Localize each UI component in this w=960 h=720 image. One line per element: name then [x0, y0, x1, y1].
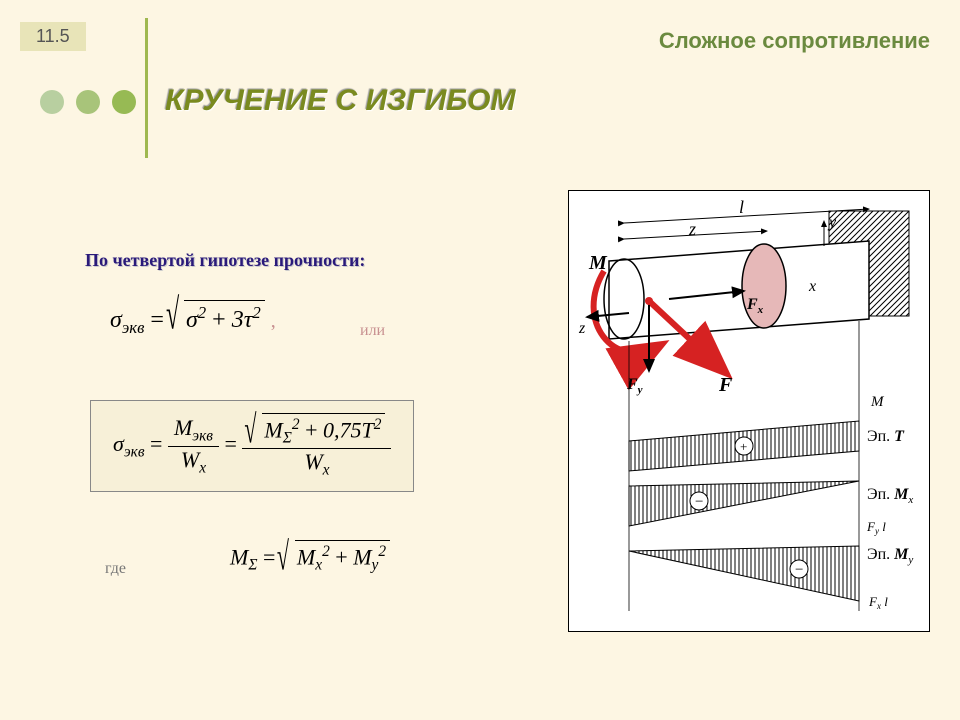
- coef: 0,75: [323, 417, 362, 442]
- plus-sign: +: [740, 439, 747, 454]
- label-epT: Эп. T: [867, 428, 905, 445]
- M: M: [230, 544, 248, 569]
- label-Mtop: M: [870, 394, 885, 410]
- label-epMy: Эп. My: [867, 546, 913, 566]
- formula-sigma-ekv-1: σэкв = σ2 + 3τ2 ,: [110, 300, 276, 338]
- dot-icon: [76, 90, 100, 114]
- sub-sigma: Σ: [248, 557, 257, 574]
- exp: 2: [322, 543, 330, 560]
- sigma-term: σ: [186, 307, 198, 333]
- label-Fxl: Fx l: [868, 594, 888, 611]
- dot-icon: [112, 90, 136, 114]
- label-F: F: [718, 374, 733, 396]
- sub-x: x: [323, 461, 330, 478]
- sigma-symbol: σ: [110, 307, 122, 333]
- minus-sign2: −: [795, 562, 803, 578]
- label-Fyl: Fy l: [866, 519, 886, 536]
- M: M: [353, 544, 371, 569]
- tau-term: 3τ: [232, 307, 253, 333]
- minus-sign: −: [695, 494, 703, 510]
- label-x: x: [808, 278, 816, 295]
- decorative-dots: [40, 90, 144, 119]
- label-M: M: [588, 252, 608, 274]
- where-label: где: [105, 560, 126, 578]
- formula-box-main: σэкв = Mэкв Wx = MΣ2 + 0,75T2 Wx: [90, 400, 414, 492]
- or-label: или: [360, 322, 385, 340]
- exp: 2: [292, 416, 300, 433]
- sub-ekv: экв: [124, 444, 145, 461]
- page-number: 11.5: [20, 22, 86, 51]
- T: T: [361, 417, 373, 442]
- sub-sigma: Σ: [283, 430, 292, 447]
- M: M: [297, 544, 315, 569]
- M: M: [174, 415, 192, 440]
- label-l: l: [739, 197, 744, 217]
- sigma-symbol: σ: [113, 431, 124, 456]
- label-epMx: Эп. Mx: [867, 486, 913, 506]
- sub: экв: [192, 428, 213, 445]
- subheading: По четвертой гипотезе прочности:: [85, 250, 365, 271]
- exp: 2: [252, 303, 260, 322]
- W: W: [181, 447, 199, 472]
- W: W: [304, 449, 322, 474]
- sub-x: x: [199, 459, 206, 476]
- formula-M-sigma: MΣ = Mx2 + My2: [230, 540, 390, 575]
- exp: 2: [198, 303, 206, 322]
- dot-icon: [40, 90, 64, 114]
- header-category: Сложное сопротивление: [659, 28, 930, 54]
- label-z: z: [688, 219, 696, 239]
- label-z2: z: [578, 320, 586, 337]
- mechanics-diagram: l z y M F Fx x Fy z M + Эп. T − Эп. Mx F…: [568, 190, 930, 632]
- exp: 2: [374, 416, 382, 433]
- M: M: [264, 417, 282, 442]
- slide-title: КРУЧЕНИЕ С ИЗГИБОМ: [165, 84, 515, 118]
- vertical-divider: [145, 18, 148, 158]
- label-y: y: [827, 214, 837, 231]
- label-Fy: Fy: [626, 376, 643, 396]
- exp: 2: [378, 543, 386, 560]
- sub-ekv: экв: [122, 318, 145, 337]
